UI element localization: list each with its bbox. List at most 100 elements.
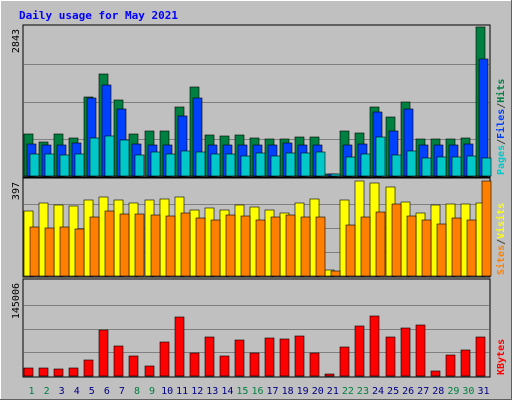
bar-pages-day-10 [165, 153, 176, 177]
bar-pages-day-27 [421, 157, 432, 177]
bar-pages-day-8 [134, 154, 145, 177]
bar-pages-day-15 [240, 155, 251, 177]
bar-sites-day-31 [481, 180, 492, 277]
bar-sites-day-1 [29, 226, 40, 277]
bar-sites-day-15 [240, 215, 251, 277]
x-tick-label-30: 30 [462, 386, 474, 397]
bar-pages-day-21 [330, 173, 341, 177]
bar-sites-day-12 [195, 217, 206, 277]
panel-visits: 397 Sites/Visits [11, 177, 507, 278]
bar-sites-day-13 [210, 219, 221, 277]
x-tick-label-26: 26 [402, 386, 414, 397]
bar-kbytes-day-8 [128, 355, 139, 377]
legend-item-pages: Pages [496, 145, 507, 175]
bar-sites-day-23 [360, 216, 371, 277]
bar-sites-day-18 [285, 214, 296, 277]
bar-kbytes-day-1 [23, 367, 34, 377]
bar-kbytes-day-6 [98, 329, 109, 377]
bar-kbytes-day-23 [354, 325, 365, 377]
x-tick-label-9: 9 [149, 386, 155, 397]
bar-kbytes-day-28 [430, 370, 441, 377]
bar-pages-day-23 [360, 153, 371, 177]
bar-sites-day-4 [74, 228, 85, 277]
bar-pages-day-19 [300, 152, 311, 177]
series-visits [23, 180, 486, 277]
panel-kbytes-ymax-label: 145006 [11, 283, 22, 319]
series-kbytes [23, 315, 486, 377]
bar-kbytes-day-18 [279, 338, 290, 377]
bar-sites-day-28 [436, 223, 447, 277]
x-tick-label-17: 17 [267, 386, 279, 397]
bar-pages-day-16 [255, 152, 266, 177]
bar-kbytes-day-19 [294, 335, 305, 377]
x-tick-label-25: 25 [387, 386, 399, 397]
bar-kbytes-day-21 [324, 373, 335, 377]
bar-sites-day-21 [330, 270, 341, 277]
bar-kbytes-day-10 [159, 341, 170, 377]
x-tick-label-29: 29 [447, 386, 459, 397]
legend-item-kbytes: KBytes [496, 339, 507, 375]
bar-pages-day-2 [44, 153, 55, 177]
x-tick-label-20: 20 [312, 386, 324, 397]
x-tick-label-27: 27 [417, 386, 429, 397]
x-tick-label-8: 8 [134, 386, 140, 397]
bar-sites-day-7 [119, 213, 130, 277]
bar-sites-day-5 [89, 216, 100, 277]
panel-visits-ymax-label: 397 [11, 182, 22, 200]
bar-kbytes-day-24 [369, 315, 380, 377]
x-tick-label-11: 11 [176, 386, 188, 397]
x-tick-label-1: 1 [29, 386, 35, 397]
bar-pages-day-9 [150, 151, 161, 177]
bar-pages-day-4 [74, 153, 85, 177]
bar-kbytes-day-25 [385, 336, 396, 377]
bar-sites-day-27 [421, 219, 432, 277]
bar-kbytes-day-9 [144, 365, 155, 377]
x-tick-label-16: 16 [251, 386, 263, 397]
series-sites [29, 180, 492, 277]
bar-kbytes-day-26 [400, 327, 411, 377]
bar-sites-day-9 [150, 214, 161, 277]
bar-kbytes-day-12 [189, 352, 200, 377]
bar-pages-day-30 [466, 155, 477, 177]
bar-pages-day-24 [375, 136, 386, 177]
bar-pages-day-13 [210, 153, 221, 177]
x-tick-label-19: 19 [297, 386, 309, 397]
x-tick-label-22: 22 [342, 386, 354, 397]
bar-kbytes-day-17 [264, 337, 275, 377]
x-tick-label-13: 13 [206, 386, 218, 397]
bar-pages-day-5 [89, 137, 100, 177]
x-tick-label-18: 18 [282, 386, 294, 397]
legend-item-files: Files [495, 109, 507, 139]
bar-pages-day-29 [451, 156, 462, 177]
panel-kbytes: 145006 KBytes [11, 278, 507, 378]
bar-kbytes-day-22 [339, 346, 350, 377]
bar-sites-day-29 [451, 217, 462, 277]
bar-pages-day-28 [436, 156, 447, 177]
bar-sites-day-30 [466, 219, 477, 277]
panel-visits-legend: Sites/Visits [495, 203, 507, 275]
bar-pages-day-17 [270, 155, 281, 177]
x-tick-label-28: 28 [432, 386, 444, 397]
chart-title: Daily usage for May 2021 [19, 9, 178, 22]
bar-kbytes-day-4 [68, 367, 79, 377]
bar-pages-day-1 [29, 153, 40, 177]
bar-pages-day-18 [285, 152, 296, 177]
bar-sites-day-2 [44, 227, 55, 277]
panel-hits-legend: Pages/Files/Hits [495, 79, 507, 175]
bar-kbytes-day-11 [174, 316, 185, 377]
bar-pages-day-14 [225, 153, 236, 177]
legend-item-hits: Hits [495, 79, 507, 103]
x-tick-label-5: 5 [89, 386, 95, 397]
series-pages [29, 135, 492, 177]
bar-pages-day-7 [119, 139, 130, 177]
bar-sites-day-14 [225, 214, 236, 277]
bar-sites-day-3 [59, 226, 70, 277]
x-tick-label-24: 24 [372, 386, 384, 397]
bar-pages-day-6 [104, 135, 115, 177]
bar-sites-day-24 [375, 211, 386, 277]
bar-pages-day-25 [391, 154, 402, 177]
bar-sites-day-20 [315, 216, 326, 277]
bar-sites-day-16 [255, 219, 266, 277]
